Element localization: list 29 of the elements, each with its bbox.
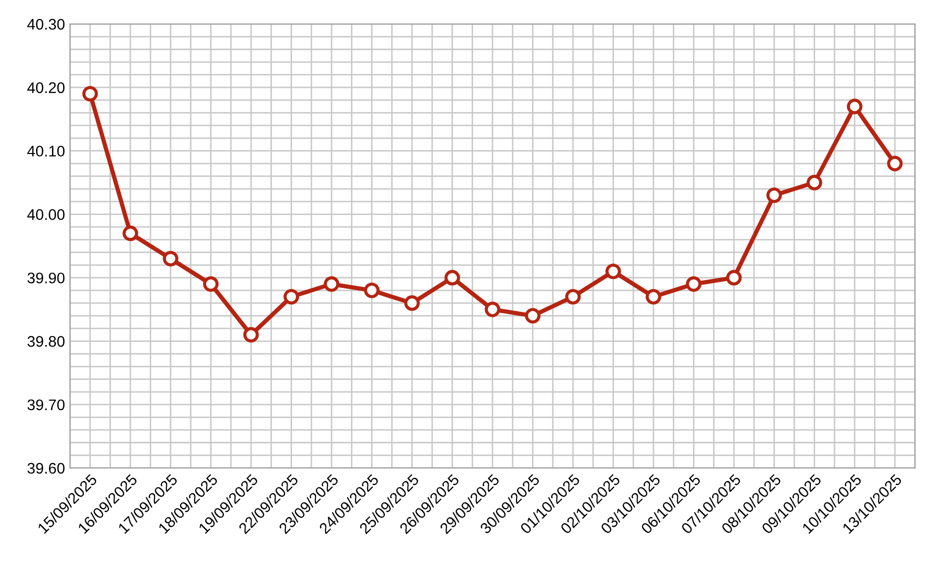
point (686, 276, 702, 292)
point (203, 276, 219, 292)
y-tick-label: 40.10 (27, 146, 65, 157)
point (324, 276, 340, 292)
point (726, 270, 742, 286)
point (605, 264, 621, 280)
point (887, 156, 903, 172)
y-tick-label: 40.00 (27, 209, 65, 220)
y-tick-label: 39.80 (27, 336, 65, 347)
point (162, 250, 178, 266)
point (846, 98, 862, 114)
point (565, 288, 581, 305)
point (243, 327, 259, 343)
point (404, 295, 420, 311)
point (444, 270, 460, 286)
point (484, 302, 500, 318)
y-tick-label: 39.60 (27, 462, 65, 474)
point (122, 226, 138, 242)
y-tick-label: 39.70 (27, 399, 65, 410)
y-tick-label: 40.30 (27, 18, 65, 30)
y-tick-label: 39.90 (27, 272, 65, 284)
y-tick-label: 40.20 (27, 82, 65, 94)
point (766, 187, 782, 204)
point (284, 288, 300, 305)
point (524, 308, 541, 324)
point (364, 282, 380, 298)
point (806, 174, 822, 190)
point (646, 288, 662, 305)
point (82, 86, 98, 102)
